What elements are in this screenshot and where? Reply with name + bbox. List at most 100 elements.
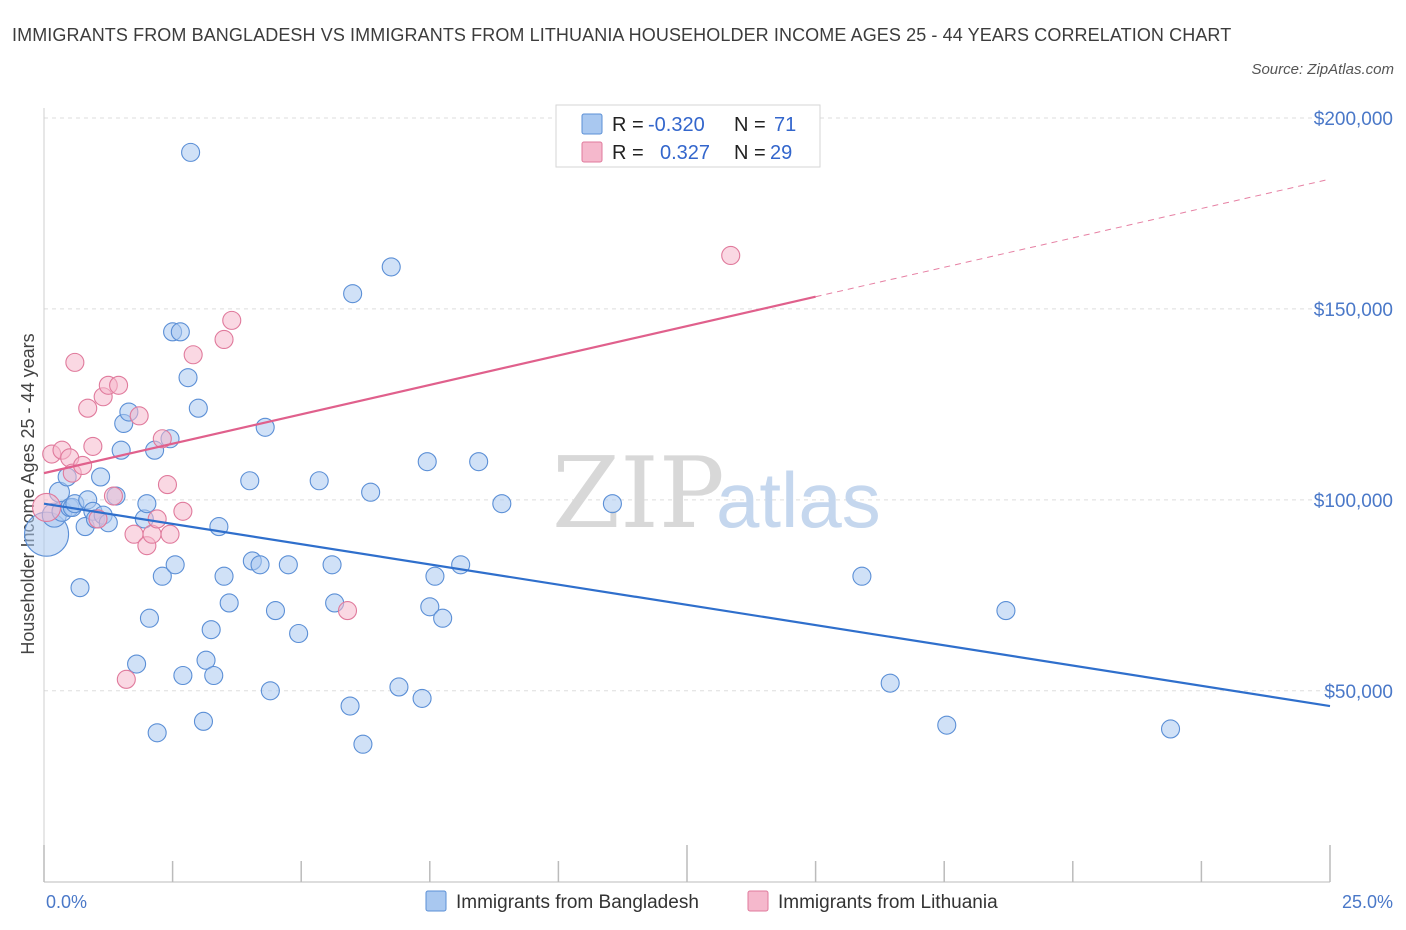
bangladesh-point [214, 566, 234, 586]
bangladesh-point [417, 452, 437, 472]
bangladesh-point [492, 494, 512, 514]
bangladesh-point [343, 284, 363, 304]
bangladesh-point [278, 555, 298, 575]
legend-n-label: N = [734, 142, 766, 164]
lithuania-point [337, 601, 358, 621]
legend-n-label: N = [734, 114, 766, 136]
bangladesh-point [420, 597, 440, 617]
chart-title: IMMIGRANTS FROM BANGLADESH VS IMMIGRANTS… [12, 25, 1232, 45]
legend-n-value: 29 [770, 142, 792, 164]
bangladesh-point [852, 566, 872, 586]
y-tick-label: $50,000 [1324, 682, 1393, 703]
bangladesh-point [1160, 719, 1181, 739]
bangladesh-point [165, 555, 185, 575]
bottom-legend-swatch-lithuania [747, 890, 769, 912]
x-tick-labels: 0.0% 25.0% [46, 892, 1393, 912]
bangladesh-point [309, 471, 329, 491]
bangladesh-point [250, 555, 270, 575]
y-tick-label: $200,000 [1314, 109, 1393, 130]
x-tick-label: 25.0% [1342, 892, 1393, 912]
bangladesh-point [137, 494, 157, 514]
lithuania-point [83, 436, 103, 456]
trend-line-lithuania [43, 295, 816, 475]
legend-r-value: -0.320 [648, 114, 705, 136]
bangladesh-point [340, 696, 360, 716]
bangladesh-point [265, 601, 286, 621]
bangladesh-point [173, 665, 193, 686]
bangladesh-point [469, 452, 489, 472]
trend-line-lithuania-extension [815, 178, 1331, 298]
lithuania-point [65, 352, 85, 372]
lithuania-point [78, 398, 98, 418]
y-axis-label: Householder Income Ages 25 - 44 years [18, 333, 38, 654]
legend-swatch-bangladesh [581, 113, 603, 135]
lithuania-point [109, 375, 129, 395]
lithuania-point [160, 524, 180, 544]
bangladesh-point [433, 608, 453, 628]
lithuania-point [103, 486, 123, 506]
y-tick-label: $150,000 [1314, 300, 1393, 321]
lithuania-point [152, 429, 172, 449]
bangladesh-point [996, 601, 1016, 621]
lithuania-point [214, 329, 234, 350]
bangladesh-point [937, 715, 957, 735]
bottom-legend-label-lithuania: Immigrants from Lithuania [778, 892, 998, 913]
source-label: Source: ZipAtlas.com [1251, 61, 1394, 78]
bangladesh-point [170, 322, 190, 342]
bangladesh-point [361, 482, 381, 502]
series-legend: Immigrants from Bangladesh Immigrants fr… [425, 890, 998, 913]
y-tick-label: $100,000 [1314, 491, 1393, 512]
bangladesh-point [412, 688, 432, 708]
bangladesh-point [322, 555, 342, 575]
watermark: ZIP atlas [552, 437, 881, 551]
lithuania-point [32, 492, 62, 523]
bangladesh-point [880, 673, 900, 693]
lithuania-point [116, 669, 136, 689]
lithuania-point [88, 509, 108, 529]
y-tick-labels: $50,000 $100,000 $150,000 $200,000 [1314, 109, 1393, 703]
lithuania-point [721, 245, 741, 266]
trend-lines [43, 178, 1331, 708]
bangladesh-point [178, 368, 198, 388]
legend-r-label: R = [612, 114, 644, 136]
x-tick-label: 0.0% [46, 892, 87, 912]
lithuania-point [157, 475, 178, 495]
lithuania-point [222, 310, 242, 330]
bangladesh-point [147, 723, 167, 743]
watermark-zip: ZIP [552, 437, 725, 551]
bangladesh-point [260, 681, 280, 701]
bangladesh-point [127, 654, 147, 674]
legend-n-value: 71 [774, 114, 796, 136]
bangladesh-point [152, 566, 172, 586]
watermark-atlas: atlas [716, 456, 881, 544]
bottom-legend-swatch-bangladesh [425, 890, 447, 912]
bangladesh-point [289, 623, 309, 644]
bottom-legend-label-bangladesh: Immigrants from Bangladesh [456, 892, 699, 913]
lithuania-point [183, 345, 203, 365]
bangladesh-point [196, 650, 216, 670]
lithuania-point [147, 509, 167, 529]
data-points [24, 142, 1181, 754]
legend-r-label: R = [612, 142, 644, 164]
bangladesh-point [602, 494, 622, 514]
bangladesh-point [389, 677, 409, 697]
correlation-legend: R = -0.320 N = 71 R = 0.327 N = 29 [555, 104, 821, 168]
bangladesh-point [70, 578, 90, 598]
legend-swatch-lithuania [581, 141, 603, 163]
bangladesh-point [139, 608, 160, 628]
lithuania-point [173, 501, 193, 521]
trend-line-bangladesh [43, 502, 1331, 708]
bangladesh-point [204, 665, 224, 686]
bangladesh-point [193, 711, 214, 731]
bangladesh-point [91, 467, 111, 487]
bangladesh-point [425, 566, 445, 586]
bangladesh-point [381, 257, 401, 277]
bangladesh-point [201, 620, 221, 640]
bangladesh-point [353, 734, 373, 754]
lithuania-point [129, 406, 149, 426]
bangladesh-point [240, 471, 260, 491]
legend-r-value: 0.327 [660, 142, 710, 164]
bangladesh-point [181, 142, 201, 162]
bangladesh-point [188, 398, 208, 418]
